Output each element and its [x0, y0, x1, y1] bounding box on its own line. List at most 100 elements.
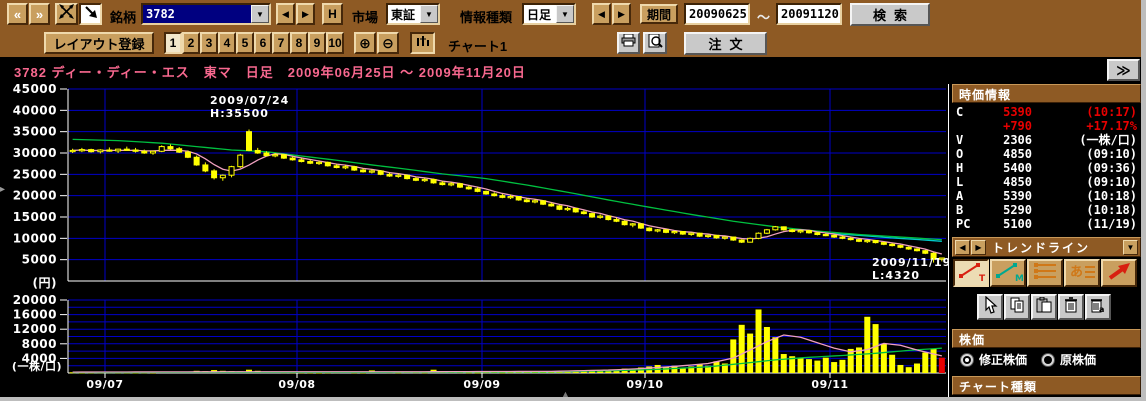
- layout-register-button[interactable]: レイアウト登録: [44, 32, 154, 54]
- order-button[interactable]: 注文: [684, 32, 767, 55]
- trendline-dropdown-button[interactable]: ▼: [1123, 239, 1138, 255]
- bar-chart-icon: [415, 34, 431, 53]
- layout-number-10[interactable]: 10: [326, 32, 344, 54]
- svg-text:H:35500: H:35500: [210, 107, 269, 120]
- symbol-next-button[interactable]: ▶: [296, 3, 315, 25]
- quote-value: 4850: [1003, 175, 1032, 189]
- period-tilde: ～: [757, 10, 771, 25]
- svg-text:16000: 16000: [13, 308, 57, 322]
- svg-text:09/10: 09/10: [626, 378, 663, 391]
- symbol-dropdown-button[interactable]: ▼: [251, 5, 269, 23]
- svg-text:12000: 12000: [13, 322, 57, 336]
- svg-text:8000: 8000: [22, 337, 57, 351]
- print-preview-button[interactable]: [643, 32, 667, 54]
- trendline-next-button[interactable]: ▶: [971, 239, 986, 255]
- quote-row: B 5290 (10:18): [952, 203, 1141, 217]
- select-cursor-button[interactable]: [977, 294, 1003, 320]
- chart-tool-button[interactable]: [410, 32, 435, 54]
- radio-dot: [1044, 355, 1053, 364]
- layout-number-8[interactable]: 8: [290, 32, 308, 54]
- arrow-tool-button[interactable]: [1101, 259, 1137, 287]
- window-edge-bottom: [0, 397, 1141, 401]
- price-type-radio-group: 修正株価 原株価: [960, 351, 1096, 368]
- svg-text:09/07: 09/07: [86, 378, 123, 391]
- pointer-mode-button[interactable]: [79, 3, 102, 25]
- parallel-lines-icon: [1030, 260, 1060, 287]
- quote-time: (09:10): [1086, 175, 1137, 189]
- delete-all-button[interactable]: a: [1085, 294, 1111, 320]
- layout-number-9[interactable]: 9: [308, 32, 326, 54]
- layout-number-3[interactable]: 3: [200, 32, 218, 54]
- market-combobox[interactable]: 東証 ▼: [386, 3, 440, 25]
- svg-text:20000: 20000: [13, 293, 57, 307]
- scroll-marker-bottom[interactable]: ▲: [561, 389, 570, 399]
- svg-text:09/11: 09/11: [811, 378, 848, 391]
- quote-value: 5100: [1003, 217, 1032, 231]
- info-type-combobox[interactable]: 日足 ▼: [522, 3, 576, 25]
- zoom-out-button[interactable]: ⊖: [377, 32, 399, 54]
- symbol-prev-button[interactable]: ◀: [276, 3, 295, 25]
- quote-time: (11/19): [1086, 217, 1137, 231]
- expand-panel-button[interactable]: ≫: [1107, 59, 1140, 81]
- zoom-in-button[interactable]: ⊕: [354, 32, 376, 54]
- paste-button[interactable]: [1031, 294, 1057, 320]
- layout-number-5[interactable]: 5: [236, 32, 254, 54]
- copy-icon: [1009, 297, 1025, 318]
- print-button[interactable]: [617, 32, 640, 54]
- pan-arrows-icon: [59, 4, 74, 24]
- adjusted-price-label: 修正株価: [979, 353, 1028, 367]
- market-dropdown-button[interactable]: ▼: [420, 5, 438, 23]
- nav-back-button[interactable]: «: [7, 3, 28, 25]
- quote-row: O 4850 (09:10): [952, 147, 1141, 161]
- quote-row: A 5390 (10:18): [952, 189, 1141, 203]
- symbol-label: 銘柄: [110, 10, 137, 25]
- right-panel: 時価情報 C 5390 (10:17) +790 +17.17% V 2306 (一株/口) O…: [952, 84, 1141, 397]
- cursor-icon: [982, 295, 998, 319]
- layout-number-7[interactable]: 7: [272, 32, 290, 54]
- quote-value: 5290: [1003, 203, 1032, 217]
- date-prev-button[interactable]: ◀: [592, 3, 611, 25]
- trendline-teal-button[interactable]: M: [990, 259, 1026, 287]
- svg-text:(円): (円): [33, 276, 57, 290]
- scroll-marker-left[interactable]: ▸: [0, 184, 6, 195]
- text-annotation-button[interactable]: あ: [1064, 259, 1100, 287]
- quote-row: PC 5100 (11/19): [952, 217, 1141, 231]
- info-type-value: 日足: [527, 7, 552, 22]
- chevron-down-icon: ▼: [1126, 242, 1135, 252]
- period-to-input[interactable]: 20091120: [776, 3, 842, 25]
- svg-text:45000: 45000: [13, 84, 57, 96]
- delete-button[interactable]: [1058, 294, 1084, 320]
- paste-icon: [1036, 296, 1052, 318]
- symbol-combobox[interactable]: 3782 ▼: [141, 3, 271, 25]
- svg-text:4000: 4000: [22, 351, 57, 365]
- parallel-lines-button[interactable]: [1027, 259, 1063, 287]
- date-next-button[interactable]: ▶: [612, 3, 631, 25]
- pan-mode-button[interactable]: [55, 3, 78, 25]
- market-value: 東証: [391, 7, 416, 22]
- layout-number-1[interactable]: 1: [164, 32, 182, 54]
- diagonal-arrow-icon: [84, 5, 98, 24]
- quote-row: +790 +17.17%: [952, 119, 1141, 133]
- history-button[interactable]: H: [322, 3, 343, 25]
- period-from-input[interactable]: 20090625: [684, 3, 750, 25]
- info-type-dropdown-button[interactable]: ▼: [556, 5, 574, 23]
- copy-button[interactable]: [1004, 294, 1030, 320]
- quote-row: H 5400 (09:36): [952, 161, 1141, 175]
- trendline-tools: T M あ: [953, 259, 1138, 287]
- trendline-prev-button[interactable]: ◀: [955, 239, 970, 255]
- radio-dot: [963, 355, 971, 364]
- layout-number-4[interactable]: 4: [218, 32, 236, 54]
- price-volume-chart[interactable]: 5000 10000 15000 20000 25000 30000 35000 40000 4…: [0, 84, 948, 401]
- printer-icon: [621, 33, 636, 52]
- search-button[interactable]: 検索: [850, 3, 930, 26]
- arrow-up-right-icon: [1104, 260, 1134, 287]
- nav-forward-button[interactable]: »: [29, 3, 50, 25]
- raw-price-radio[interactable]: [1041, 352, 1056, 367]
- layout-number-2[interactable]: 2: [182, 32, 200, 54]
- trendline-draw-button[interactable]: T: [953, 259, 989, 287]
- svg-text:あ: あ: [1070, 265, 1083, 280]
- layout-number-6[interactable]: 6: [254, 32, 272, 54]
- adjusted-price-radio[interactable]: [960, 352, 974, 367]
- svg-text:09/08: 09/08: [278, 378, 315, 391]
- svg-text:40000: 40000: [13, 103, 57, 117]
